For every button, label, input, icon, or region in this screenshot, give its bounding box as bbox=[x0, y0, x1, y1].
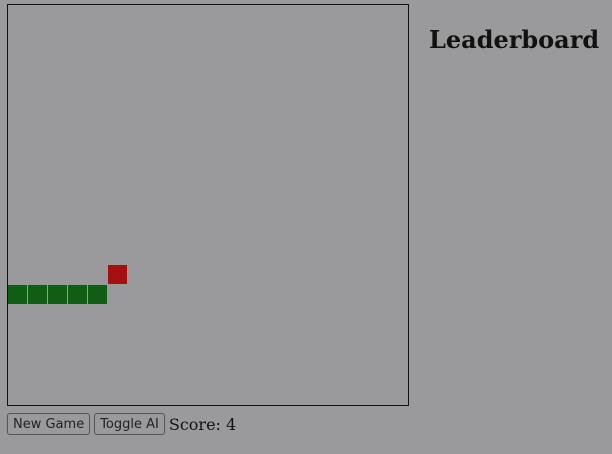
new-game-button[interactable]: New Game bbox=[7, 413, 91, 435]
leaderboard-title: Leaderboard bbox=[429, 25, 600, 54]
game-board[interactable] bbox=[7, 4, 409, 406]
snake-segment bbox=[28, 285, 47, 304]
game-controls: New Game Toggle AI Score: 4 bbox=[7, 413, 236, 435]
snake-segment bbox=[48, 285, 67, 304]
toggle-ai-button[interactable]: Toggle AI bbox=[94, 413, 165, 435]
score-display: Score: 4 bbox=[168, 414, 237, 434]
food-pellet bbox=[108, 265, 127, 284]
snake-segment bbox=[68, 285, 87, 304]
snake-head bbox=[88, 285, 107, 304]
snake-segment bbox=[8, 285, 27, 304]
